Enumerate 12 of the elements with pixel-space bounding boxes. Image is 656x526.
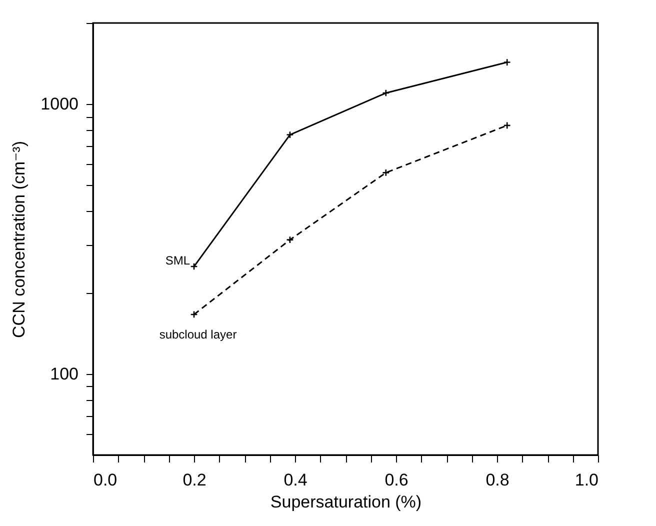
y-tick-label: 1000 bbox=[40, 94, 78, 114]
x-tick-label: 0.4 bbox=[284, 470, 308, 490]
x-tick-label: 1.0 bbox=[574, 470, 598, 490]
y-tick-label: 100 bbox=[50, 364, 78, 384]
x-tick-label: 0.2 bbox=[182, 470, 206, 490]
x-axis-title: Supersaturation (%) bbox=[270, 492, 422, 512]
series-label: SML bbox=[165, 254, 190, 268]
y-axis-title: CCN concentration (cm⁻³) bbox=[10, 141, 29, 338]
x-tick-label: 0.0 bbox=[94, 470, 118, 490]
x-tick-label: 0.8 bbox=[486, 470, 510, 490]
x-tick-label: 0.6 bbox=[384, 470, 408, 490]
series-label: subcloud layer bbox=[159, 327, 237, 342]
